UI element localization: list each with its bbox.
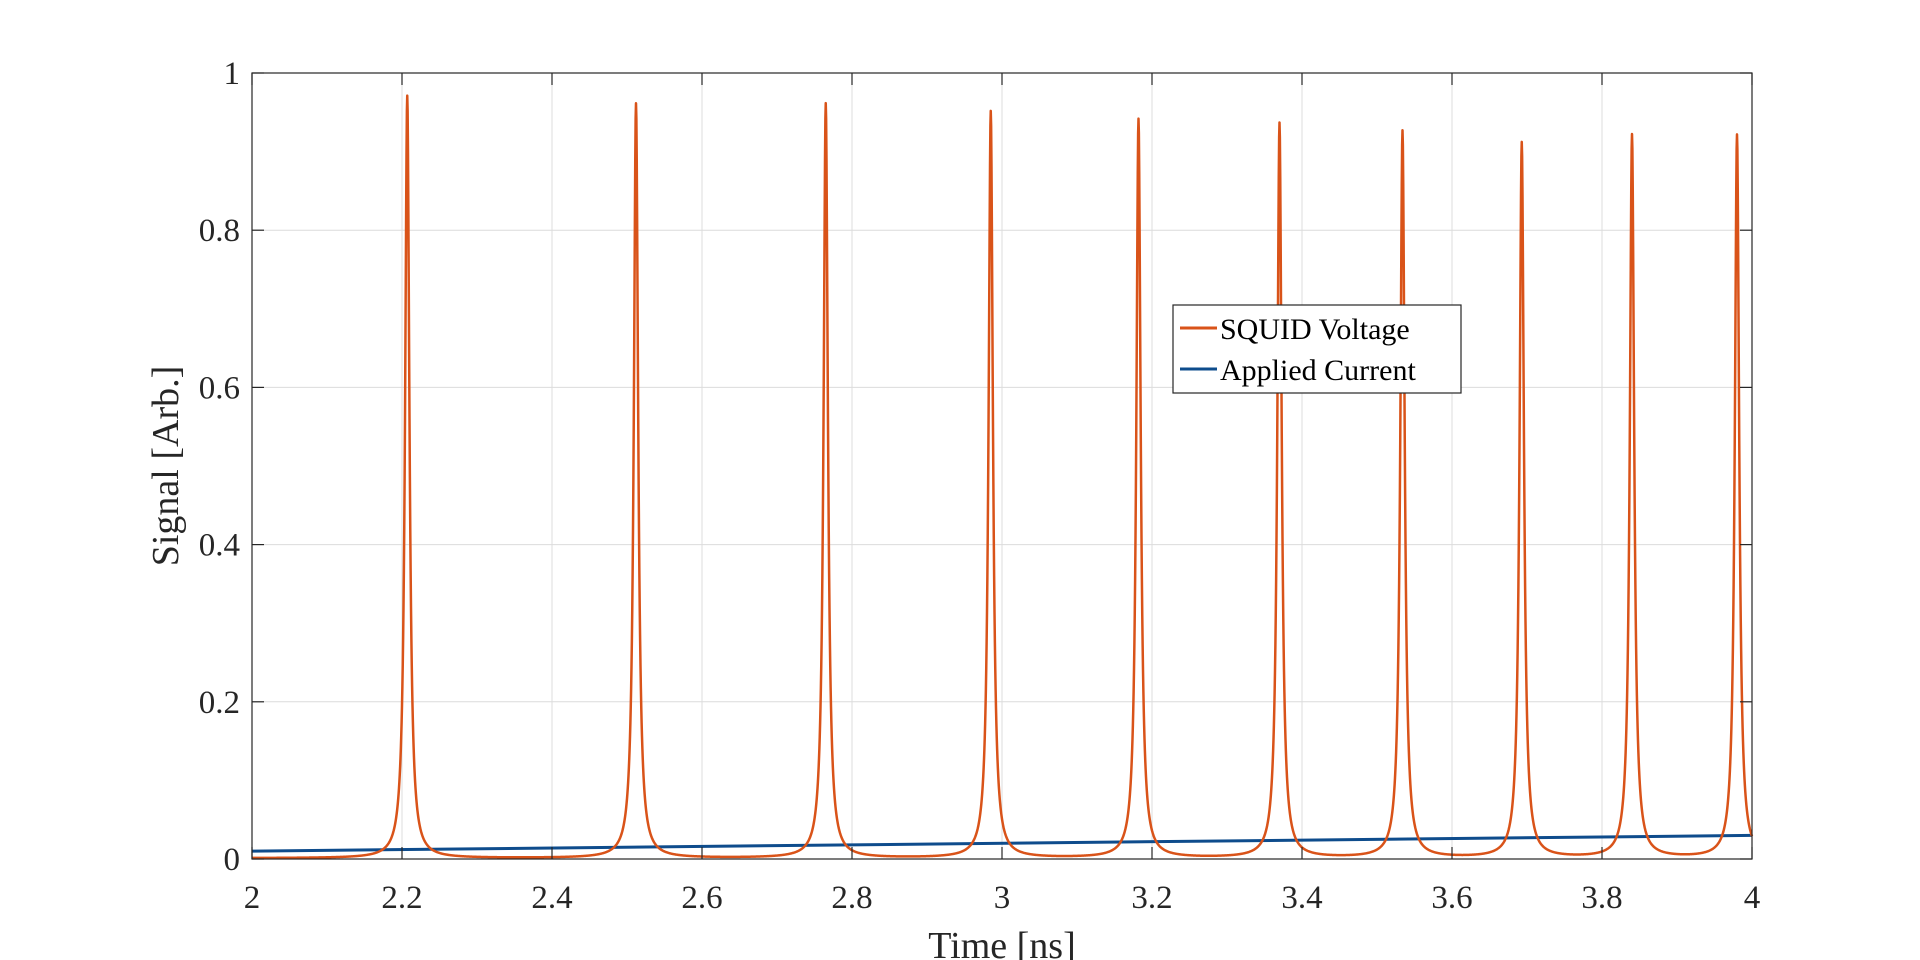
x-tick-label: 2.6 [681, 880, 722, 916]
x-tick-label: 3.2 [1131, 880, 1172, 916]
series-line-squid-voltage [251, 94, 1754, 860]
legend: SQUID Voltage Applied Current [1172, 304, 1462, 394]
grid-lines [252, 73, 1752, 859]
x-tick-label: 2.8 [831, 880, 872, 916]
axis-ticks [251, 72, 1753, 860]
y-tick-label: 0.4 [199, 528, 240, 564]
y-axis-title: Signal [Arb.] [145, 366, 187, 567]
y-tick-label: 0 [224, 842, 241, 878]
y-tick-label: 0.2 [199, 685, 240, 721]
legend-label-squid-voltage: SQUID Voltage [1220, 313, 1410, 346]
y-tick-label: 1 [224, 56, 241, 92]
y-tick-labels: 0 0.2 0.4 0.6 0.8 1 [199, 56, 240, 878]
y-tick-label: 0.8 [199, 213, 240, 249]
x-tick-label: 3 [994, 880, 1011, 916]
legend-box [1172, 304, 1462, 394]
x-tick-label: 2.2 [381, 880, 422, 916]
x-tick-label: 3.6 [1431, 880, 1472, 916]
x-axis-title: Time [ns] [928, 925, 1075, 960]
x-tick-labels: 2 2.2 2.4 2.6 2.8 3 3.2 3.4 3.6 3.8 4 [244, 880, 1761, 916]
y-tick-label: 0.6 [199, 370, 240, 406]
x-tick-label: 2.4 [531, 880, 572, 916]
x-tick-label: 2 [244, 880, 261, 916]
legend-label-applied-current: Applied Current [1220, 354, 1416, 387]
x-tick-label: 4 [1744, 880, 1761, 916]
x-tick-label: 3.8 [1581, 880, 1622, 916]
x-tick-label: 3.4 [1281, 880, 1322, 916]
series-line-applied-current [251, 833, 1753, 853]
series-layer [251, 94, 1754, 860]
